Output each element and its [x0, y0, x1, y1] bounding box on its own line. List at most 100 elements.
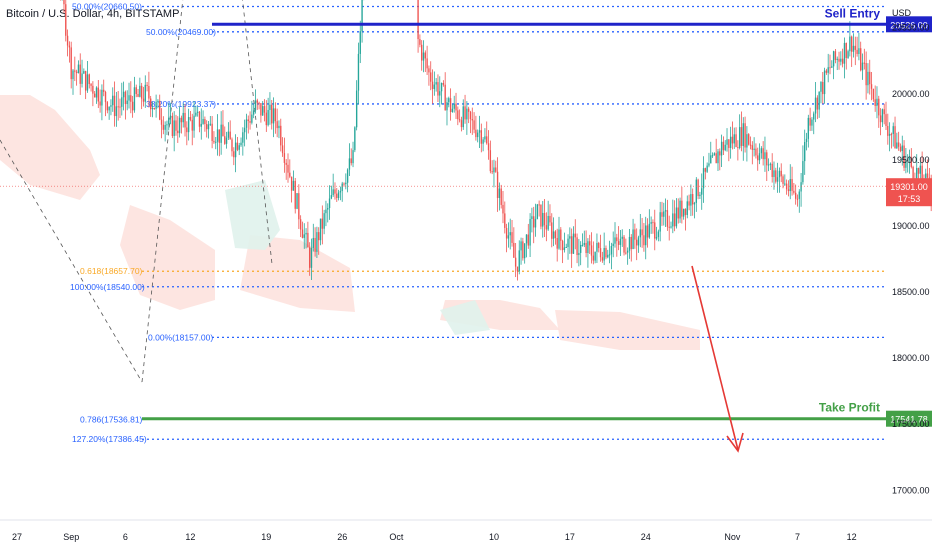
candle-body-396 — [731, 136, 734, 144]
candle-body-454 — [836, 58, 838, 60]
candle-body-438 — [807, 117, 810, 139]
candle-body-374 — [692, 194, 694, 205]
candle-body-59 — [122, 91, 125, 98]
candle-body-156 — [298, 193, 300, 220]
candle-body-373 — [690, 194, 692, 206]
candle-body-387 — [715, 153, 717, 164]
candle-body-440 — [811, 119, 813, 126]
candle-body-339 — [628, 236, 631, 251]
candle-body-431 — [794, 192, 797, 199]
candle-body-147 — [281, 145, 284, 154]
candle-body-467 — [860, 48, 862, 71]
candle-body-117 — [227, 131, 230, 138]
candle-body-496 — [912, 166, 914, 179]
candle-body-229 — [430, 72, 432, 82]
candle-body-492 — [905, 160, 907, 168]
candle-body-354 — [655, 237, 658, 239]
fib-label-7: 127.20%(17386.45) — [72, 434, 147, 444]
candle-body-350 — [648, 223, 651, 238]
candle-body-47 — [101, 89, 103, 106]
candle-body-241 — [451, 108, 454, 113]
candle-body-39 — [86, 74, 89, 91]
x-tick-1: Sep — [63, 532, 79, 542]
candle-body-443 — [816, 97, 819, 110]
candle-body-285 — [531, 216, 533, 219]
candle-body-51 — [108, 106, 110, 111]
candle-body-33 — [75, 71, 78, 74]
candle-body-239 — [448, 98, 450, 103]
candle-body-88 — [175, 120, 177, 131]
candle-body-472 — [869, 71, 871, 85]
candle-body-372 — [688, 201, 690, 206]
candle-body-164 — [312, 237, 314, 248]
candle-body-242 — [453, 103, 455, 109]
cloud-red-2 — [240, 235, 355, 312]
x-tick-4: 19 — [261, 532, 271, 542]
candle-body-445 — [820, 81, 822, 92]
candle-body-133 — [256, 100, 258, 103]
candle-body-257 — [480, 130, 482, 144]
candle-body-277 — [516, 266, 519, 272]
candle-body-390 — [720, 141, 723, 156]
candle-body-73 — [148, 85, 150, 99]
candle-body-357 — [661, 212, 663, 217]
candle-body-406 — [749, 144, 752, 146]
candle-body-65 — [133, 87, 136, 111]
candle-body-473 — [870, 84, 873, 89]
candle-body-458 — [843, 42, 846, 64]
candle-body-489 — [899, 146, 902, 152]
candle-body-392 — [724, 144, 726, 151]
candle-body-56 — [117, 106, 119, 108]
candle-body-186 — [352, 150, 354, 164]
candle-body-459 — [845, 42, 847, 58]
candle-body-80 — [160, 119, 163, 125]
candle-body-74 — [150, 98, 152, 110]
candle-body-420 — [775, 170, 777, 182]
candle-body-484 — [890, 133, 893, 135]
candle-body-266 — [496, 171, 499, 198]
price-axis: USD 17000.00 17500.00 18000.00 18500.00 19000… — [892, 8, 930, 495]
fib-label-2: 50.00%(20660.50) — [72, 2, 142, 12]
candle-body-87 — [173, 120, 175, 136]
candle-body-298 — [554, 231, 557, 239]
candle-body-289 — [538, 204, 540, 206]
candle-body-125 — [242, 132, 244, 143]
candle-body-395 — [729, 136, 732, 148]
candle-body-115 — [224, 136, 226, 144]
candle-body-254 — [475, 129, 477, 138]
candle-body-38 — [84, 71, 87, 91]
candlestick-series — [59, 0, 932, 281]
candle-body-136 — [262, 106, 264, 116]
candle-body-425 — [784, 183, 786, 185]
candle-body-485 — [892, 126, 894, 134]
candle-body-358 — [663, 211, 665, 217]
candle-body-150 — [287, 164, 289, 173]
candle-body-227 — [426, 58, 428, 69]
candle-body-60 — [124, 91, 127, 105]
candle-body-121 — [234, 142, 237, 158]
candle-body-437 — [805, 138, 808, 143]
candle-body-253 — [473, 120, 475, 130]
candle-body-460 — [847, 51, 849, 58]
candle-body-128 — [247, 119, 249, 122]
candle-body-319 — [592, 255, 595, 261]
candle-body-436 — [804, 142, 806, 162]
candle-body-101 — [198, 111, 201, 127]
candle-body-306 — [569, 236, 571, 239]
candle-body-187 — [354, 127, 356, 151]
candle-body-250 — [467, 108, 470, 112]
candle-body-423 — [780, 170, 782, 177]
candle-body-140 — [269, 104, 271, 110]
candle-body-480 — [883, 109, 885, 115]
candle-body-249 — [466, 108, 468, 120]
candle-body-62 — [128, 95, 130, 101]
candle-body-359 — [664, 210, 667, 212]
candle-body-394 — [728, 139, 730, 148]
candle-body-27 — [65, 4, 67, 36]
candle-body-43 — [94, 93, 96, 98]
x-tick-11: 7 — [795, 532, 800, 542]
candle-body-267 — [498, 188, 501, 198]
candle-body-240 — [449, 98, 452, 113]
candle-body-401 — [740, 127, 743, 146]
